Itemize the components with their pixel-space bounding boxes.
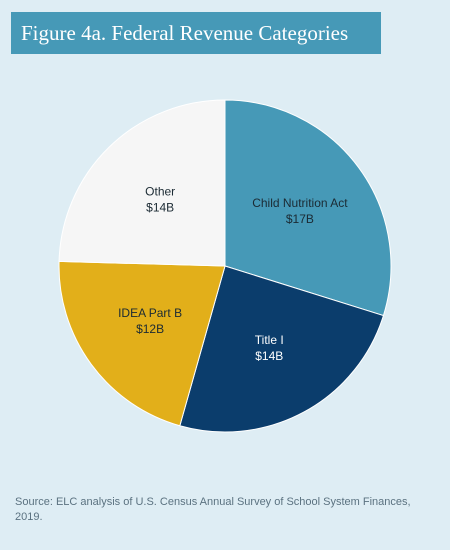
pie-slice-idea-part-b	[58, 260, 226, 427]
chart-title: Figure 4a. Federal Revenue Categories	[21, 20, 349, 45]
slice-label: Title I	[255, 333, 284, 347]
slice-value-label: $17B	[286, 212, 314, 226]
slice-label: Child Nutrition Act	[252, 196, 348, 210]
slice-value-label: $12B	[136, 322, 164, 336]
slice-label: IDEA Part B	[118, 306, 182, 320]
slice-label: Other	[145, 184, 175, 198]
pie-slice-other	[58, 99, 226, 267]
pie-slice-title-i	[179, 265, 385, 433]
source-note: Source: ELC analysis of U.S. Census Annu…	[15, 496, 411, 523]
pie-slice-child-nutrition-act	[224, 99, 392, 317]
slice-value-label: $14B	[255, 349, 283, 363]
chart-title-bar: Figure 4a. Federal Revenue Categories	[11, 12, 381, 54]
slice-value-label: $14B	[146, 200, 174, 214]
